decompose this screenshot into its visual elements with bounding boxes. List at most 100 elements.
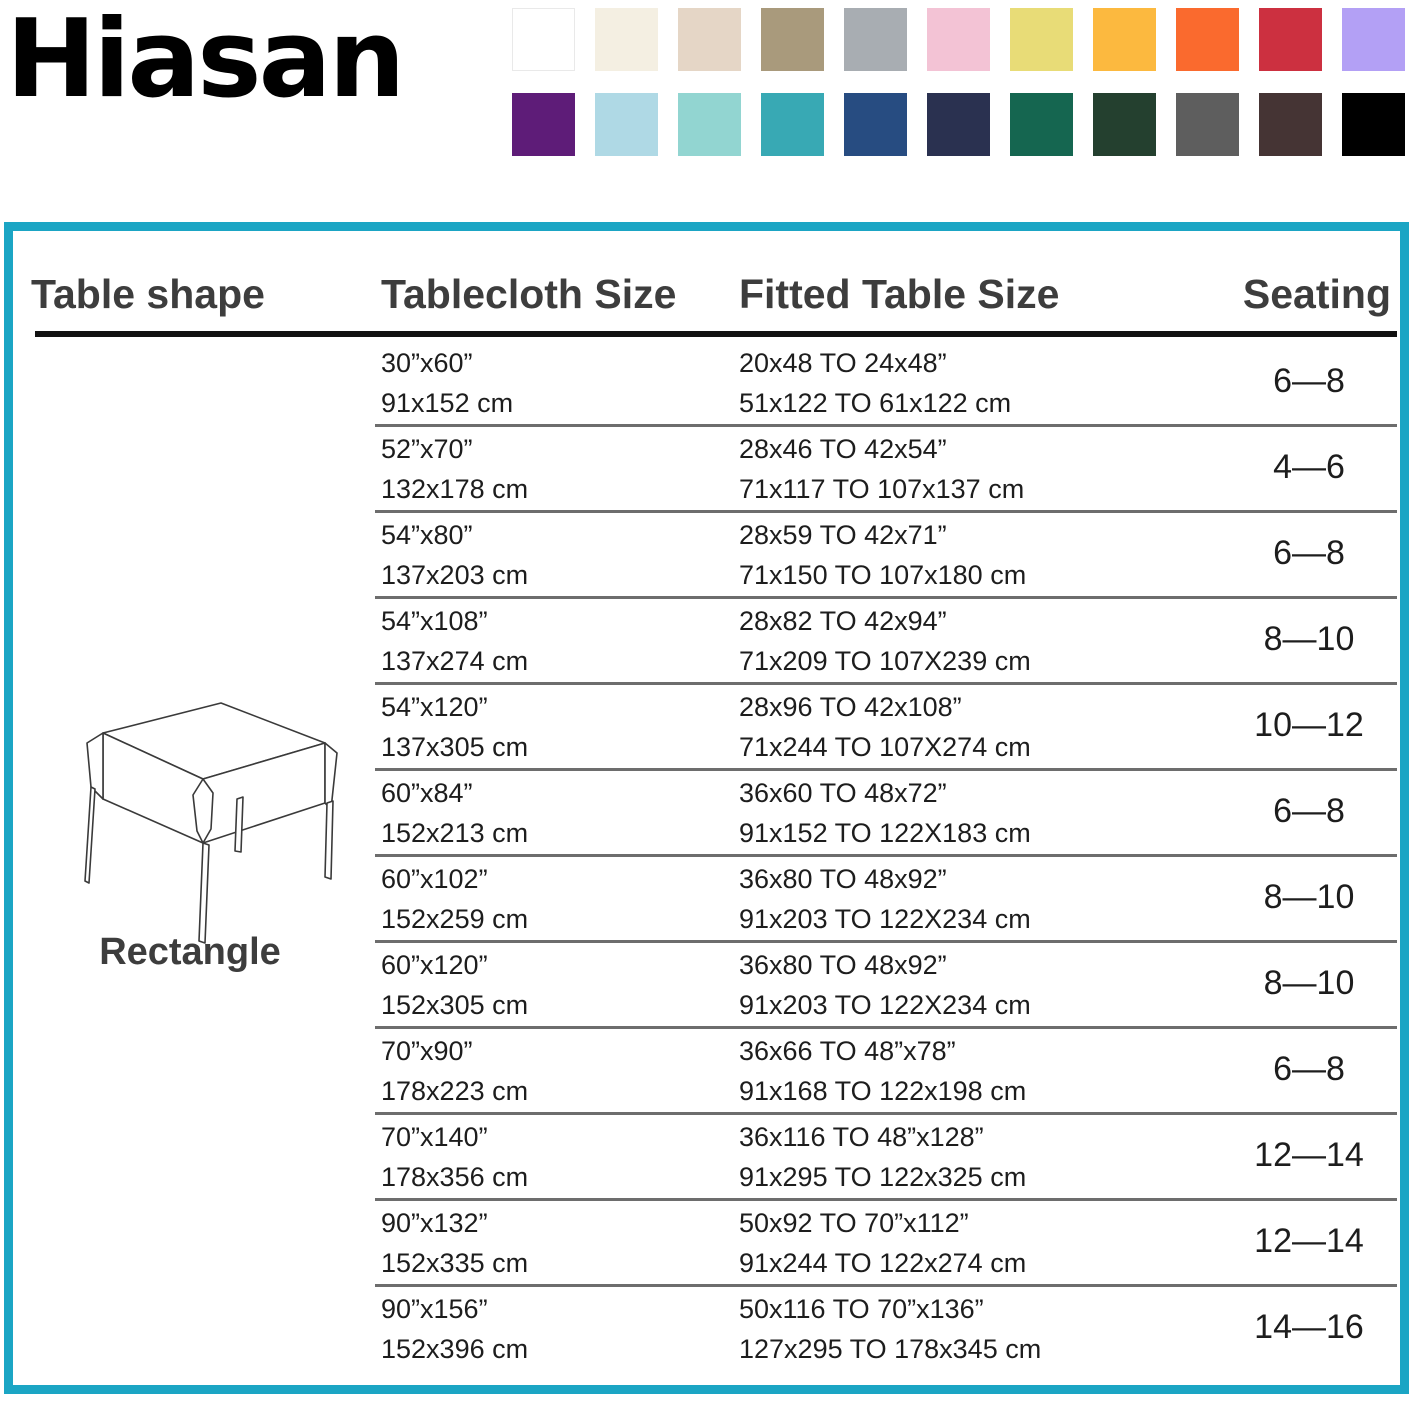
row-divider-rule xyxy=(375,1112,1397,1115)
cell-seating: 6—8 xyxy=(1273,534,1345,572)
color-swatch-dark-gray[interactable] xyxy=(1176,93,1239,156)
tablecloth-size-inches: 60”x120” xyxy=(381,950,488,980)
fitted-size-cm: 71x150 TO 107x180 cm xyxy=(739,560,1027,590)
fitted-size-cm: 91x244 TO 122x274 cm xyxy=(739,1248,1027,1278)
color-swatch-forest-green[interactable] xyxy=(1093,93,1156,156)
cell-seating: 6—8 xyxy=(1273,792,1345,830)
cell-seating: 10—12 xyxy=(1254,706,1364,744)
column-header-table-shape: Table shape xyxy=(31,271,265,317)
table-body: 30”x60” 91x152 cm 20x48 TO 24x48” 51x122 TO… xyxy=(13,338,1400,1370)
color-swatch-pink[interactable] xyxy=(927,8,990,71)
tablecloth-size-inches: 70”x140” xyxy=(381,1122,488,1152)
header-divider-rule xyxy=(35,331,1397,337)
color-swatch-ivory[interactable] xyxy=(595,8,658,71)
color-swatch-white[interactable] xyxy=(512,8,575,71)
fitted-size-inches: 50x116 TO 70”x136” xyxy=(739,1294,984,1324)
color-swatch-aqua[interactable] xyxy=(678,93,741,156)
fitted-size-cm: 71x209 TO 107X239 cm xyxy=(739,646,1031,676)
fitted-size-inches: 28x82 TO 42x94” xyxy=(739,606,947,636)
fitted-size-inches: 36x80 TO 48x92” xyxy=(739,950,947,980)
color-swatch-silver-gray[interactable] xyxy=(844,8,907,71)
fitted-size-cm: 91x295 TO 122x325 cm xyxy=(739,1162,1027,1192)
fitted-size-cm: 51x122 TO 61x122 cm xyxy=(739,388,1012,418)
cell-seating: 8—10 xyxy=(1263,620,1355,658)
cell-seating: 12—14 xyxy=(1254,1222,1364,1260)
tablecloth-size-cm: 152x305 cm xyxy=(381,990,529,1020)
cell-seating: 12—14 xyxy=(1254,1136,1364,1174)
fitted-size-inches: 28x59 TO 42x71” xyxy=(739,520,947,550)
table-row: 70”x140” 178x356 cm 36x116 TO 48”x128” 91x2… xyxy=(13,1112,1400,1198)
color-swatch-lavender[interactable] xyxy=(1342,8,1405,71)
tablecloth-size-inches: 90”x156” xyxy=(381,1294,488,1324)
brand-logo: Hiasan xyxy=(6,0,405,122)
color-swatch-black[interactable] xyxy=(1342,93,1405,156)
table-row: 60”x102” 152x259 cm 36x80 TO 48x92” 91x203 … xyxy=(13,854,1400,940)
rectangle-table-icon xyxy=(25,691,355,971)
tablecloth-size-inches: 30”x60” xyxy=(381,348,473,378)
color-swatch-midnight-navy[interactable] xyxy=(927,93,990,156)
brand-header: Hiasan xyxy=(0,0,1417,215)
fitted-size-cm: 91x203 TO 122X234 cm xyxy=(739,990,1031,1020)
tablecloth-size-inches: 60”x102” xyxy=(381,864,488,894)
row-divider-rule xyxy=(375,682,1397,685)
tablecloth-size-cm: 152x259 cm xyxy=(381,904,529,934)
row-divider-rule xyxy=(375,1284,1397,1287)
tablecloth-size-inches: 70”x90” xyxy=(381,1036,473,1066)
table-row: 70”x90” 178x223 cm 36x66 TO 48”x78” 91x168 … xyxy=(13,1026,1400,1112)
fitted-size-cm: 71x244 TO 107X274 cm xyxy=(739,732,1031,762)
fitted-size-cm: 91x152 TO 122X183 cm xyxy=(739,818,1031,848)
color-swatch-orange[interactable] xyxy=(1176,8,1239,71)
color-swatch-beige[interactable] xyxy=(678,8,741,71)
tablecloth-size-inches: 54”x108” xyxy=(381,606,488,636)
cell-seating: 6—8 xyxy=(1273,362,1345,400)
tablecloth-size-cm: 152x396 cm xyxy=(381,1334,529,1364)
row-divider-rule xyxy=(375,1198,1397,1201)
row-divider-rule xyxy=(375,596,1397,599)
color-swatch-yellow[interactable] xyxy=(1010,8,1073,71)
fitted-size-inches: 36x116 TO 48”x128” xyxy=(739,1122,984,1152)
row-divider-rule xyxy=(375,940,1397,943)
cell-seating: 8—10 xyxy=(1263,964,1355,1002)
tablecloth-size-cm: 178x223 cm xyxy=(381,1076,529,1106)
size-chart-frame: Table shape Tablecloth Size Fitted Table… xyxy=(4,222,1409,1394)
tablecloth-size-cm: 91x152 cm xyxy=(381,388,514,418)
fitted-size-cm: 127x295 TO 178x345 cm xyxy=(739,1334,1042,1364)
size-chart-table: Table shape Tablecloth Size Fitted Table… xyxy=(13,231,1400,1385)
tablecloth-size-cm: 137x203 cm xyxy=(381,560,529,590)
color-swatch-row-2 xyxy=(512,93,1405,156)
cell-seating: 4—6 xyxy=(1273,448,1345,486)
row-divider-rule xyxy=(375,1026,1397,1029)
color-swatch-red[interactable] xyxy=(1259,8,1322,71)
table-row: 54”x120” 137x305 cm 28x96 TO 42x108” 71x244… xyxy=(13,682,1400,768)
fitted-size-cm: 71x117 TO 107x137 cm xyxy=(739,474,1025,504)
tablecloth-size-cm: 137x274 cm xyxy=(381,646,529,676)
color-swatch-amber[interactable] xyxy=(1093,8,1156,71)
tablecloth-size-inches: 54”x120” xyxy=(381,692,488,722)
row-divider-rule xyxy=(375,854,1397,857)
color-swatch-dark-brown[interactable] xyxy=(1259,93,1322,156)
fitted-size-inches: 36x66 TO 48”x78” xyxy=(739,1036,956,1066)
color-swatch-row-1 xyxy=(512,8,1405,71)
tablecloth-size-inches: 54”x80” xyxy=(381,520,473,550)
color-swatch-teal[interactable] xyxy=(761,93,824,156)
color-swatch-sea-green[interactable] xyxy=(1010,93,1073,156)
color-swatch-navy-blue[interactable] xyxy=(844,93,907,156)
table-row: 54”x80” 137x203 cm 28x59 TO 42x71” 71x150 T… xyxy=(13,510,1400,596)
column-header-fitted-table-size: Fitted Table Size xyxy=(739,271,1060,317)
fitted-size-inches: 36x80 TO 48x92” xyxy=(739,864,947,894)
table-row: 54”x108” 137x274 cm 28x82 TO 42x94” 71x209 … xyxy=(13,596,1400,682)
fitted-size-inches: 36x60 TO 48x72” xyxy=(739,778,947,808)
fitted-size-inches: 28x96 TO 42x108” xyxy=(739,692,962,722)
color-swatch-purple[interactable] xyxy=(512,93,575,156)
color-swatch-light-blue[interactable] xyxy=(595,93,658,156)
row-divider-rule xyxy=(375,510,1397,513)
table-row: 60”x120” 152x305 cm 36x80 TO 48x92” 91x203 … xyxy=(13,940,1400,1026)
fitted-size-cm: 91x168 TO 122x198 cm xyxy=(739,1076,1027,1106)
tablecloth-size-inches: 52”x70” xyxy=(381,434,473,464)
color-swatch-taupe[interactable] xyxy=(761,8,824,71)
row-divider-rule xyxy=(375,424,1397,427)
cell-seating: 8—10 xyxy=(1263,878,1355,916)
table-row: 90”x156” 152x396 cm 50x116 TO 70”x136” 127x… xyxy=(13,1284,1400,1370)
tablecloth-size-cm: 152x335 cm xyxy=(381,1248,529,1278)
fitted-size-cm: 91x203 TO 122X234 cm xyxy=(739,904,1031,934)
